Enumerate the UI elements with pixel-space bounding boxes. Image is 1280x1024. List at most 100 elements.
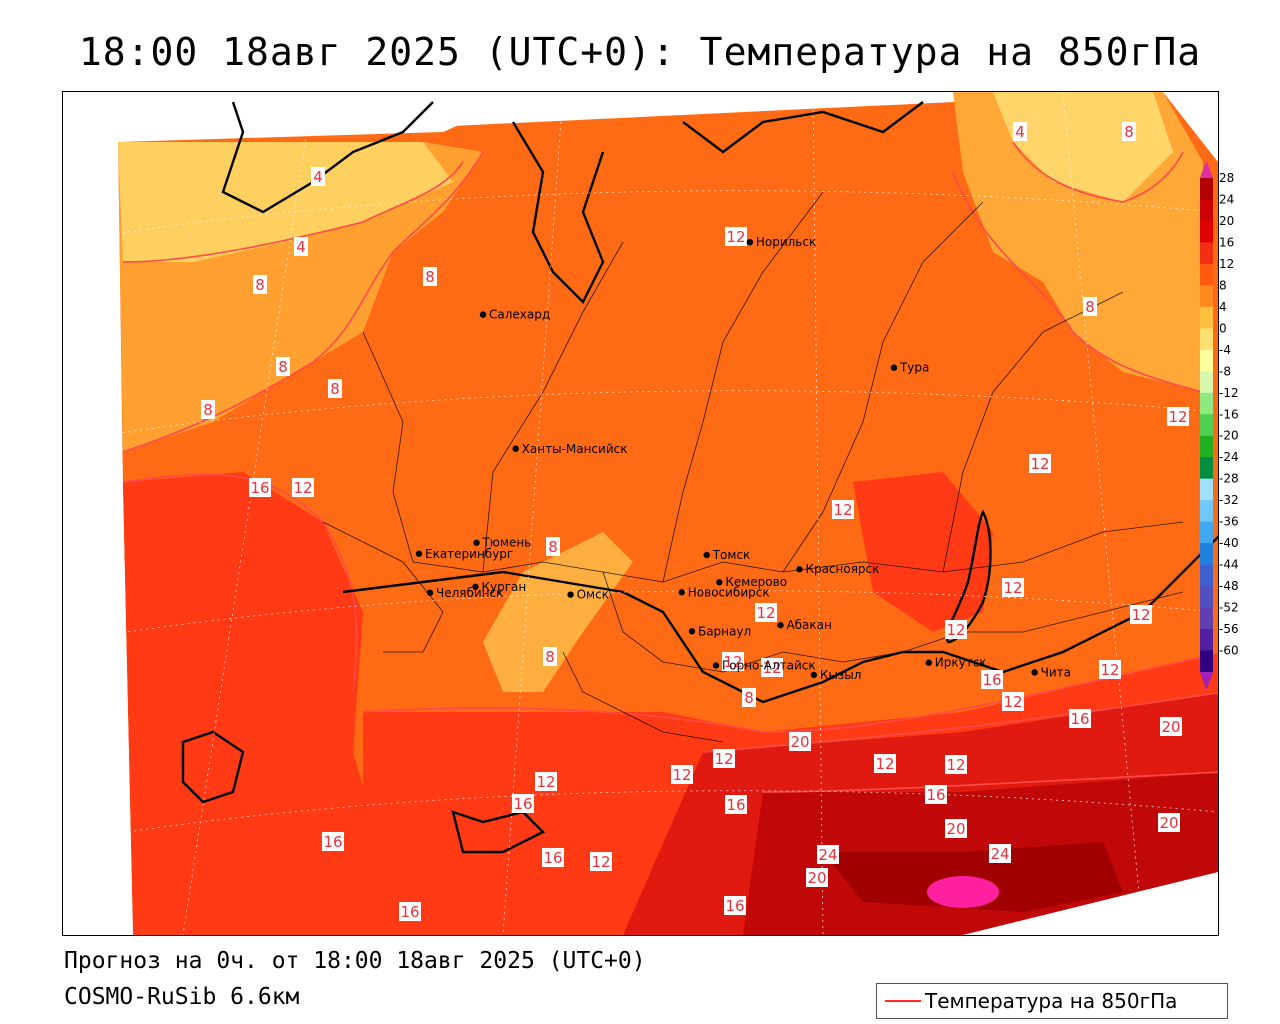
isotherm-label: 12 [832, 500, 854, 519]
isotherm-label-bg [945, 819, 967, 838]
grid-lat-1 [63, 190, 1218, 243]
isotherm-label: 12 [725, 227, 747, 246]
city-marker: Барнаул [688, 624, 751, 638]
colorbar-tick-label: -28 [1219, 472, 1239, 486]
isotherm-label: 16 [512, 794, 534, 813]
isotherm-label-bg [328, 379, 342, 398]
isotherm-24-se [762, 771, 1218, 793]
isotherm-label-text: 20 [807, 869, 826, 887]
colorbar-segment [1200, 242, 1213, 265]
isotherm-label-bg [423, 267, 437, 286]
city-label: Барнаул [698, 624, 751, 638]
isotherm-label: 12 [1167, 407, 1189, 426]
boundary-4 [662, 191, 824, 583]
border-south [342, 535, 1218, 704]
colorbar-tick-label: -8 [1219, 364, 1231, 378]
isotherm-label: 4 [294, 237, 308, 256]
isotherm-label-bg [671, 765, 693, 784]
isotherm-label-bg [1069, 709, 1091, 728]
colorbar-segment [1200, 178, 1213, 200]
legend-label: Температура на 850гПа [925, 989, 1178, 1013]
city-marker: Горно-Алтайск [712, 658, 816, 672]
grid-lon-3 [812, 92, 824, 935]
colorbar-tick-label: -24 [1219, 450, 1239, 464]
isotherm-label: 8 [276, 357, 290, 376]
isotherm-label-text: 16 [250, 479, 269, 497]
boundary-3 [482, 241, 624, 573]
isotherm-label-text: 12 [726, 228, 745, 246]
isotherm-label: 16 [725, 795, 747, 814]
isotherm-label: 24 [817, 845, 839, 864]
colorbar-tick-label: 12 [1219, 257, 1234, 271]
isotherm-label-bg [1002, 578, 1024, 597]
colorbar-segment [1200, 629, 1213, 652]
isotherm-label-bg [322, 832, 344, 851]
colorbar-tick-label: -16 [1219, 407, 1239, 421]
isotherm-label: 24 [989, 844, 1011, 863]
zone-0-4-north-west [118, 142, 453, 262]
colorbar-top-arrow [1200, 160, 1213, 178]
isotherm-label-bg [925, 785, 947, 804]
city-dot [890, 364, 898, 371]
isotherm-label-text: 8 [203, 401, 213, 419]
city-marker: Тюмень [473, 536, 531, 550]
isotherm-label-bg [761, 658, 783, 677]
colorbar-segment [1200, 521, 1213, 544]
isotherm-label: 12 [1002, 578, 1024, 597]
city-marker: Курган [472, 580, 526, 594]
isotherm-label-bg [713, 749, 735, 768]
zone-12-16-irkutsk [853, 472, 993, 632]
isotherm-label-bg [1167, 407, 1189, 426]
isotherm-label: 8 [423, 267, 437, 286]
colorbar-segment [1200, 328, 1213, 351]
map-title: 18:00 18авг 2025 (UTC+0): Температура на… [78, 30, 1202, 74]
isotherm-label: 16 [322, 832, 344, 851]
boundary-2 [412, 521, 1184, 583]
isotherm-label-text: 12 [672, 766, 691, 784]
city-marker: Кемерово [716, 575, 787, 589]
isotherm-label-bg [742, 688, 756, 707]
isotherm-label: 12 [722, 652, 744, 671]
colorbar-tick-label: -4 [1219, 343, 1231, 357]
city-label: Екатеринбург [425, 547, 513, 561]
isotherm-label-bg [755, 603, 777, 622]
legend-line-swatch [885, 1000, 921, 1002]
isotherm-12-w [122, 473, 358, 693]
isotherm-label: 12 [1130, 605, 1152, 624]
isotherm-label-bg [945, 755, 967, 774]
colorbar-tick-label: -52 [1219, 601, 1239, 615]
isotherm-label-text: 4 [1015, 123, 1025, 141]
colorbar-tick-label: 28 [1219, 171, 1234, 185]
city-marker: Иркутск [925, 656, 987, 670]
boundary-1 [362, 331, 414, 563]
grid-lat-2 [63, 390, 1218, 443]
isotherm-label: 16 [925, 785, 947, 804]
city-dot [925, 659, 932, 666]
isotherm-8-ne [952, 171, 1204, 393]
isotherm-label-bg [294, 237, 308, 256]
isotherm-label: 16 [249, 478, 271, 497]
isotherm-label-bg [1160, 717, 1182, 736]
model-caption: COSMO-RuSib 6.6км [64, 984, 300, 1010]
isotherm-label-text: 12 [1131, 606, 1150, 624]
colorbar-tick-label: -56 [1219, 622, 1239, 636]
colorbar-tick-label: 24 [1219, 192, 1234, 206]
isotherm-label-text: 12 [536, 773, 555, 791]
isotherm-label-text: 16 [726, 796, 745, 814]
isotherm-label-text: 20 [790, 733, 809, 751]
city-dot [512, 445, 519, 452]
isotherm-label: 8 [201, 400, 215, 419]
isotherm-label-text: 12 [714, 750, 733, 768]
isotherm-label: 4 [311, 167, 325, 186]
city-dot [1031, 669, 1038, 676]
isotherm-label: 20 [1160, 717, 1182, 736]
isotherm-label-bg [832, 500, 854, 519]
colorbar-tick-label: -40 [1219, 536, 1239, 550]
colorbar-segment [1200, 607, 1213, 630]
isotherm-label-text: 24 [990, 845, 1009, 863]
isotherm-label-text: 12 [875, 755, 894, 773]
isotherm-label-bg [789, 732, 811, 751]
isotherm-label-text: 12 [723, 653, 742, 671]
isotherm-label-bg [1158, 813, 1180, 832]
colorbar-tick-label: -12 [1219, 386, 1239, 400]
